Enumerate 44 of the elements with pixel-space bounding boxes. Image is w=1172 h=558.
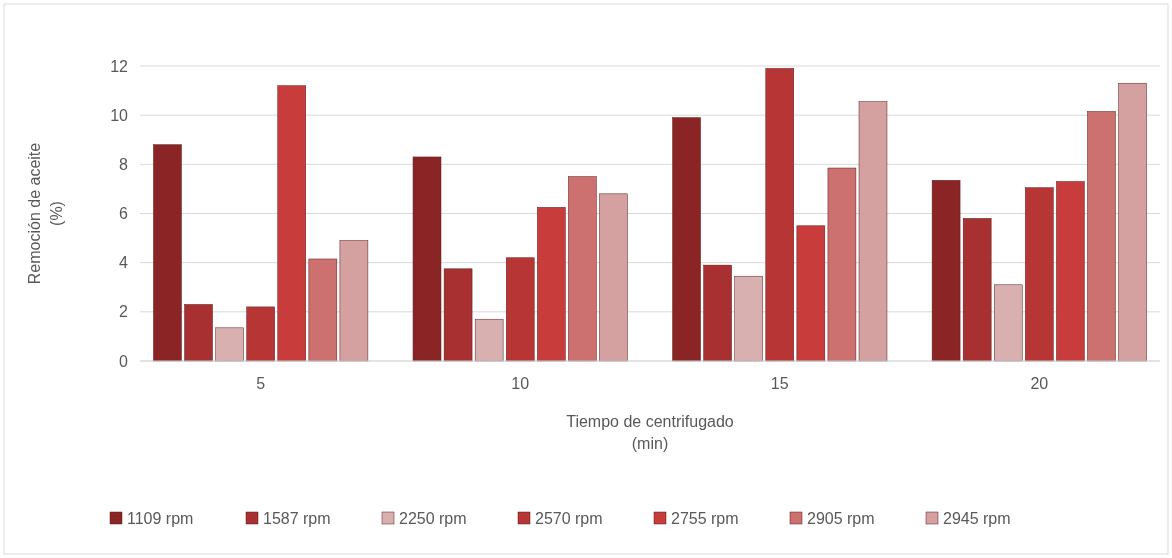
y-tick-label: 8 [119, 155, 129, 173]
legend-label: 2905 rpm [807, 509, 875, 527]
bar [765, 68, 794, 362]
bar [568, 176, 597, 362]
bar [796, 225, 826, 362]
bar [672, 117, 701, 362]
bar [308, 258, 338, 362]
y-tick-label: 6 [119, 205, 129, 223]
legend-label: 1587 rpm [263, 509, 331, 527]
x-tick-label: 5 [256, 375, 266, 392]
legend-label: 2570 rpm [535, 509, 603, 527]
x-tick-label: 20 [1030, 375, 1049, 392]
x-axis-title: Tiempo de centrifugado (min) [566, 413, 734, 452]
legend-label: 2250 rpm [399, 509, 467, 527]
bar [1056, 181, 1085, 362]
bar [734, 275, 763, 362]
bar [339, 240, 369, 362]
y-axis-title: Remoción de aceite (%) [26, 142, 65, 285]
legend-label: 1109 rpm [127, 509, 194, 527]
bar [153, 144, 182, 362]
x-tick-label: 10 [511, 375, 530, 392]
bar [703, 264, 732, 362]
y-tick-label: 0 [119, 352, 129, 370]
bar [506, 257, 535, 362]
bar [1118, 82, 1147, 362]
bar [1087, 111, 1116, 362]
y-tick-label: 12 [110, 57, 129, 75]
bar [962, 218, 992, 362]
bar [474, 318, 504, 362]
y-tick-label: 10 [110, 106, 129, 124]
bar [931, 180, 961, 362]
legend-label: 2945 rpm [943, 509, 1011, 527]
y-tick-label: 4 [119, 254, 129, 272]
y-tick-label: 2 [119, 303, 129, 321]
x-tick-label: 15 [770, 375, 789, 392]
bar [215, 327, 244, 362]
legend-label: 2755 rpm [671, 509, 739, 527]
bar [184, 304, 213, 362]
bar [1025, 187, 1054, 362]
bar [537, 207, 566, 362]
bar [599, 193, 628, 362]
bar [277, 85, 306, 362]
bar [246, 306, 275, 362]
bar [994, 284, 1023, 362]
